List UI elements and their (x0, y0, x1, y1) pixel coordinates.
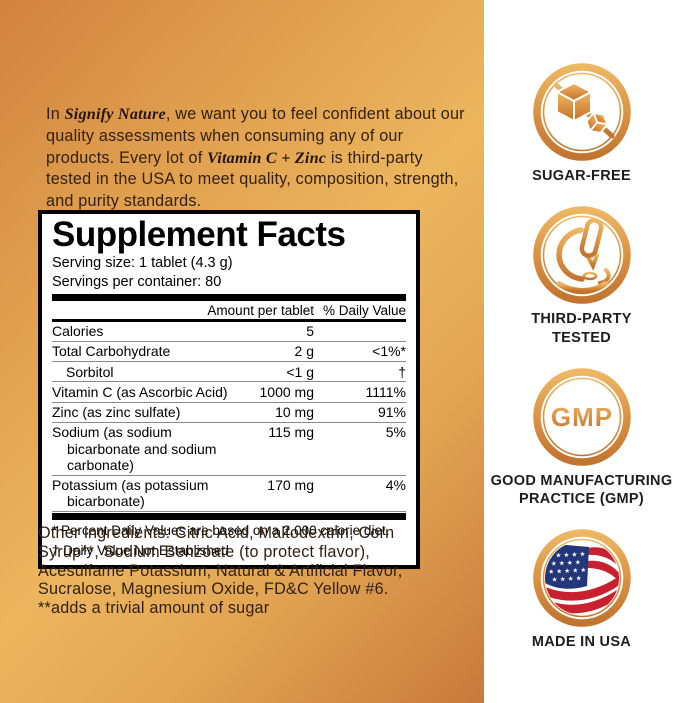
sugar-free-icon (532, 63, 631, 161)
badge-gmp: GMP GOOD MANUFACTURING PRACTICE (GMP) (487, 367, 677, 510)
svg-text:★★★★: ★★★★ (551, 574, 583, 584)
badge-label-line: SUGAR-FREE (532, 168, 631, 184)
footnote-daily-values: * Percent Daily Values are based on a 2.… (52, 523, 390, 539)
product-name: Vitamin C + Zinc (207, 148, 327, 167)
badge-label-line: THIRD-PARTY (531, 310, 632, 327)
nutrient-name: Vitamin C (as Ascorbic Acid) (52, 383, 228, 400)
nutrient-row: Vitamin C (as Ascorbic Acid) 1000 mg 111… (52, 382, 406, 403)
nutrient-row: Sodium (as sodium bicarbonate and sodium… (52, 423, 406, 476)
nutrient-name: Sodium (as sodium bicarbonate and sodium… (52, 424, 217, 473)
intro-paragraph: In Signify Nature, we want you to feel c… (46, 104, 470, 213)
nutrient-dv: 5% (385, 424, 406, 441)
gmp-circle-text: GMP (550, 402, 612, 432)
badge-sugar-free: SUGAR-FREE (487, 62, 677, 186)
nutrient-amount: 2 g (294, 343, 314, 360)
nutrient-dv: † (398, 363, 406, 380)
gmp-icon: GMP (532, 367, 631, 466)
nutrient-name: Calories (52, 323, 104, 340)
badge-label-line: GOOD MANUFACTURING (490, 472, 673, 489)
info-panel: In Signify Nature, we want you to feel c… (0, 0, 484, 703)
servings-per-container: Servings per container: 80 (52, 273, 222, 290)
svg-text:★★★★★: ★★★★★ (547, 550, 588, 560)
nutrient-amount: 115 mg (268, 424, 314, 441)
intro-text: , we want you to feel confident about ou… (46, 105, 465, 167)
usa-flag-icon: ★★★★★ ★★★★ ★★★★★ ★★★★ (532, 529, 631, 627)
divider-thick (52, 293, 406, 301)
microscope-icon (532, 206, 631, 304)
nutrient-amount: 5 (306, 323, 314, 340)
other-ingredients-text: Other ingredients: Citric Acid, Maltodex… (38, 524, 403, 599)
intro-text: is third-party tested in the USA to meet… (46, 148, 459, 210)
badge-label-sugar-free: SUGAR-FREE (487, 167, 677, 186)
nutrient-row: Sorbitol <1 g † (52, 362, 406, 383)
nutrient-dv: 4% (385, 477, 406, 494)
nutrient-name: Potassium (as potassium bicarbonate) (52, 477, 209, 510)
nutrient-amount: 170 mg (267, 477, 314, 494)
nutrient-name: Zinc (as zinc sulfate) (52, 404, 181, 421)
nutrient-row: Total Carbohydrate 2 g <1%* (52, 342, 406, 363)
brand-name: Signify Nature (64, 105, 166, 124)
badge-label-line: TESTED (552, 329, 611, 346)
column-amount: Amount per tablet (207, 302, 314, 318)
nutrient-row: Potassium (as potassium bicarbonate) 170… (52, 476, 406, 513)
nutrient-amount: 1000 mg (259, 383, 314, 400)
nutrient-dv: 91% (377, 404, 406, 421)
table-header: Amount per tablet % Daily Value (52, 301, 406, 319)
supplement-facts-panel: Supplement Facts Serving size: 1 tablet … (38, 210, 420, 569)
badge-label-made-in-usa: MADE IN USA (487, 633, 677, 652)
badges-panel: SUGAR-FREE THIRD-PARTY TEST (484, 0, 679, 703)
badge-third-party-tested: THIRD-PARTY TESTED (487, 205, 677, 348)
divider-medium (52, 318, 406, 322)
nutrient-row: Calories 5 (52, 322, 406, 342)
column-daily-value: % Daily Value (322, 302, 406, 318)
footnote-dv-not-established: † Daily Value Not Established (52, 542, 229, 558)
divider-thick (52, 513, 406, 521)
intro-text: In (46, 105, 65, 124)
svg-text:★★★★: ★★★★ (550, 558, 582, 568)
nutrient-amount: <1 g (286, 363, 314, 380)
nutrient-dv: 1111% (365, 383, 406, 400)
badge-label-gmp: GOOD MANUFACTURING PRACTICE (GMP) (487, 472, 677, 510)
nutrient-row: Zinc (as zinc sulfate) 10 mg 91% (52, 403, 406, 423)
sugar-note: **adds a trivial amount of sugar (38, 599, 270, 618)
supplement-facts-title: Supplement Facts (52, 215, 346, 254)
nutrient-name: Total Carbohydrate (52, 343, 171, 360)
badge-label-third-party: THIRD-PARTY TESTED (487, 310, 677, 348)
badge-label-line: MADE IN USA (531, 634, 632, 651)
badge-label-line: PRACTICE (GMP) (518, 491, 645, 508)
serving-size: Serving size: 1 tablet (4.3 g) (52, 255, 233, 272)
nutrient-name: Sorbitol (66, 363, 114, 380)
badge-made-in-usa: ★★★★★ ★★★★ ★★★★★ ★★★★ MADE IN USA (487, 528, 677, 652)
nutrient-dv: <1%* (372, 343, 406, 360)
other-ingredients-block: Other ingredients: Citric Acid, Maltodex… (38, 524, 458, 618)
nutrient-amount: 10 mg (275, 404, 314, 421)
svg-text:★★★★★: ★★★★★ (548, 566, 589, 576)
